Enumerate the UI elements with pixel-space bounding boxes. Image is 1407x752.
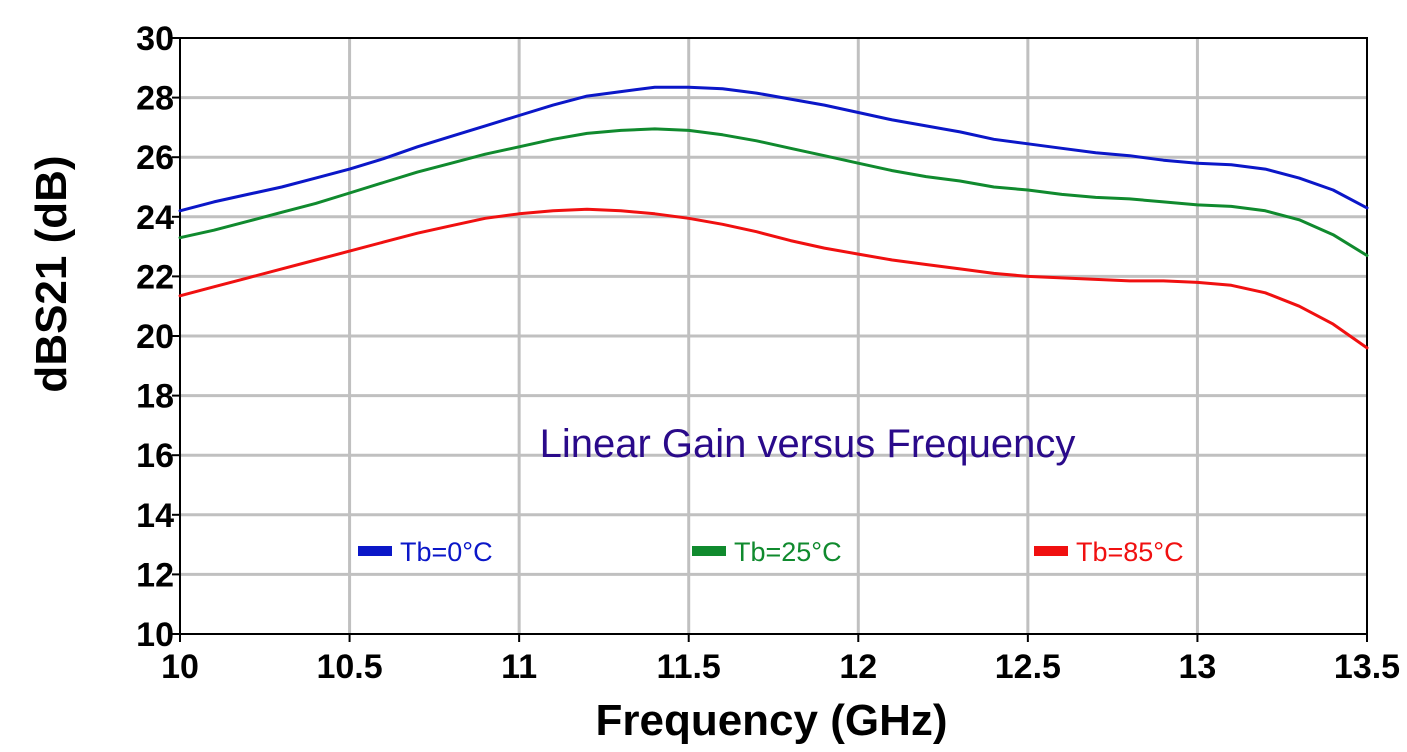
y-tick-label: 16 bbox=[136, 437, 174, 475]
y-tick-label: 14 bbox=[136, 497, 174, 535]
x-tick-label: 10 bbox=[161, 648, 199, 686]
series-line-2 bbox=[178, 127, 1369, 257]
chart-title: Linear Gain versus Frequency bbox=[540, 422, 1076, 466]
y-tick-label: 12 bbox=[136, 556, 174, 594]
y-tick-label: 20 bbox=[136, 318, 174, 356]
legend-label: Tb=25°C bbox=[734, 537, 842, 567]
legend-label: Tb=85°C bbox=[1076, 537, 1184, 567]
y-tick-label: 24 bbox=[136, 199, 174, 237]
legend-swatch bbox=[692, 546, 726, 556]
x-tick-label: 12.5 bbox=[995, 648, 1061, 686]
x-tick-label: 13 bbox=[1179, 648, 1217, 686]
series-line-1 bbox=[178, 85, 1369, 213]
axis-ticks: 10 10.5 11 11.5 12 12.5 13 13.5 10 12 14 16 18 20 22 24… bbox=[136, 20, 1400, 686]
legend-swatch bbox=[358, 546, 392, 556]
grid bbox=[180, 38, 1367, 634]
legend-label: Tb=0°C bbox=[400, 537, 493, 567]
y-tick-label: 28 bbox=[136, 80, 174, 118]
y-tick-label: 18 bbox=[136, 378, 174, 416]
x-tick-label: 12 bbox=[839, 648, 877, 686]
x-tick-label: 10.5 bbox=[316, 648, 382, 686]
legend: Tb=0°C Tb=25°C Tb=85°C bbox=[358, 537, 1184, 567]
y-tick-label: 10 bbox=[136, 616, 174, 654]
legend-swatch bbox=[1034, 546, 1068, 556]
series-line-3 bbox=[178, 207, 1369, 350]
y-tick-label: 22 bbox=[136, 258, 174, 296]
x-tick-label: 13.5 bbox=[1334, 648, 1400, 686]
series-lines bbox=[178, 85, 1369, 350]
y-axis-title: dBS21 (dB) bbox=[27, 155, 76, 392]
y-tick-label: 26 bbox=[136, 139, 174, 177]
y-tick-label: 30 bbox=[136, 20, 174, 58]
x-tick-label: 11 bbox=[501, 648, 537, 686]
x-tick-label: 11.5 bbox=[657, 648, 721, 686]
x-axis-title: Frequency (GHz) bbox=[595, 696, 947, 745]
